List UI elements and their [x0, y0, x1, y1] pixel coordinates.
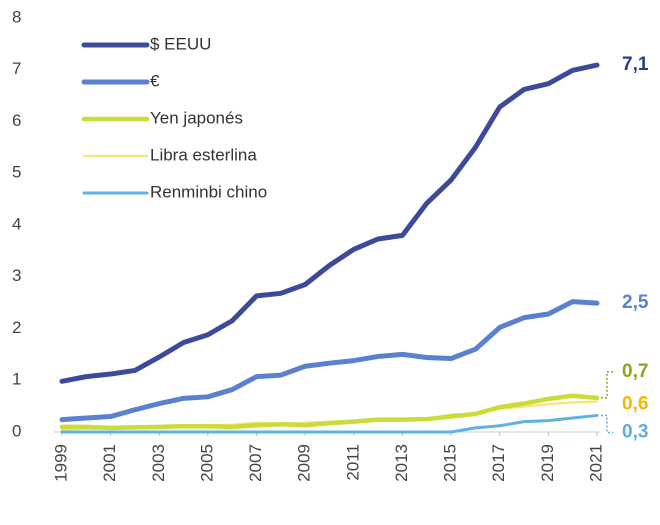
x-tick-label: 2021: [586, 444, 605, 482]
y-tick-label: 7: [12, 59, 21, 78]
y-tick-label: 1: [12, 370, 21, 389]
leader-line: [601, 414, 613, 434]
y-tick-label: 2: [12, 318, 21, 337]
y-tick-label: 6: [12, 111, 21, 130]
legend-label: Renminbi chino: [150, 182, 267, 201]
legend-label: $ EEUU: [150, 34, 211, 53]
data-label: 7,1: [622, 54, 649, 75]
y-tick-label: 0: [12, 421, 21, 440]
x-tick-label: 2005: [197, 444, 216, 482]
x-tick-label: 2001: [100, 444, 119, 482]
y-tick-label: 3: [12, 266, 21, 285]
legend-label: Libra esterlina: [150, 145, 257, 164]
series-line: [59, 393, 600, 431]
x-tick-label: 2017: [489, 444, 508, 482]
y-tick-label: 5: [12, 163, 21, 182]
data-label: 0,7: [622, 361, 648, 382]
series-line: [60, 413, 599, 434]
x-tick-label: 2013: [392, 444, 411, 482]
y-tick-label: 4: [12, 214, 21, 233]
legend-label: €: [150, 71, 160, 90]
data-label: 0,6: [622, 393, 648, 414]
data-label: 0,3: [622, 421, 648, 442]
x-tick-label: 2009: [295, 444, 314, 482]
x-tick-label: 2003: [149, 444, 168, 482]
x-tick-label: 2015: [441, 444, 460, 482]
x-tick-label: 2011: [343, 444, 362, 481]
series-line: [59, 62, 600, 384]
legend-label: Yen japonés: [150, 108, 243, 127]
x-tick-label: 2007: [246, 444, 265, 482]
y-tick-label: 8: [12, 7, 21, 26]
x-tick-label: 2019: [538, 444, 557, 482]
leader-line: [601, 371, 613, 399]
series-line: [59, 299, 600, 423]
data-label: 2,5: [622, 292, 649, 313]
x-tick-label: 1999: [51, 444, 70, 482]
